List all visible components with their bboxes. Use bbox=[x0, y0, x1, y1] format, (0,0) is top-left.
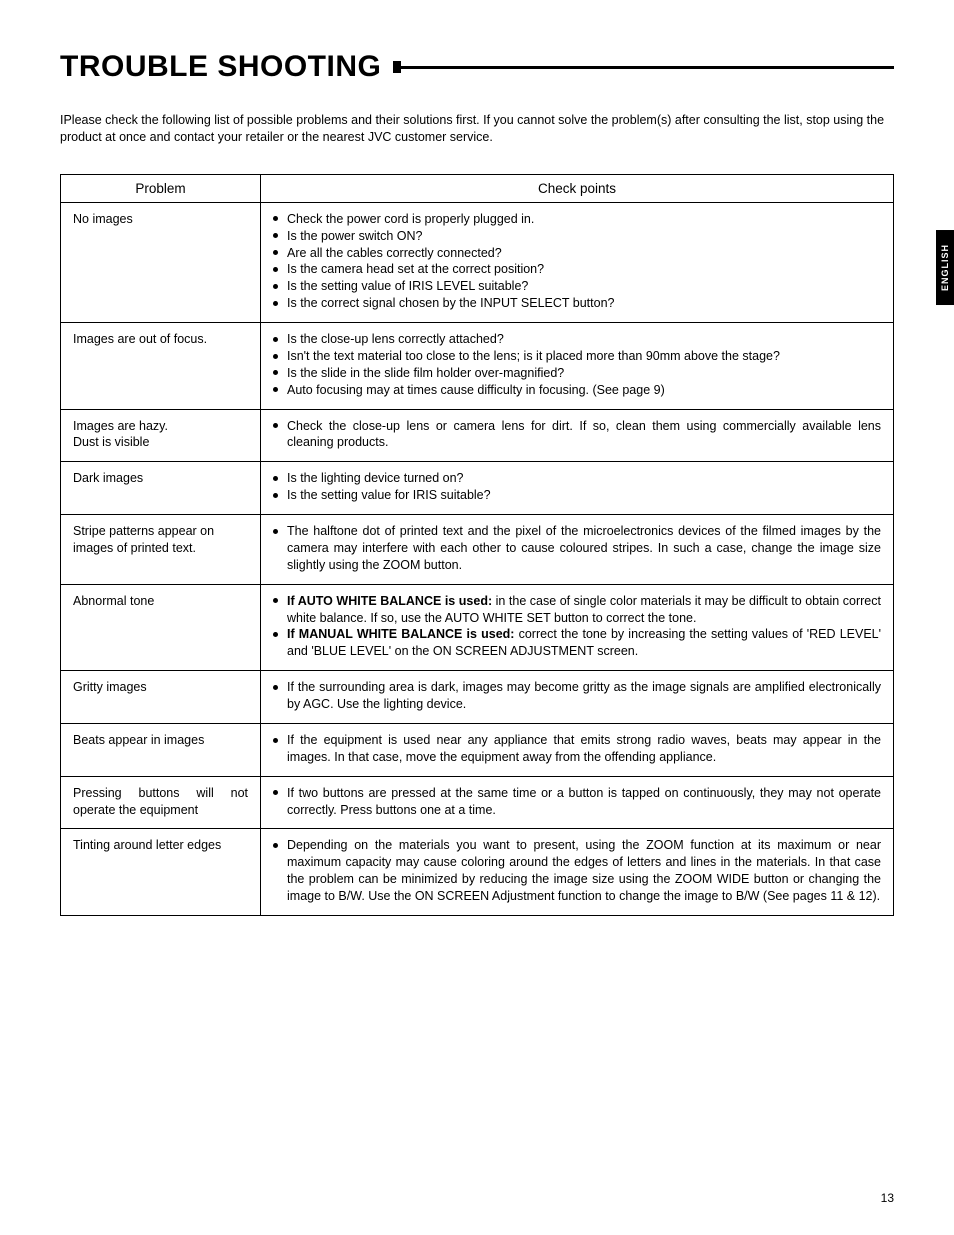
problem-cell: Abnormal tone bbox=[61, 584, 261, 671]
check-cell: If two buttons are pressed at the same t… bbox=[261, 776, 894, 829]
check-item: Is the correct signal chosen by the INPU… bbox=[273, 295, 881, 312]
check-list: The halftone dot of printed text and the… bbox=[273, 523, 881, 574]
title-rule-bar bbox=[401, 66, 894, 69]
check-cell: If AUTO WHITE BALANCE is used: in the ca… bbox=[261, 584, 894, 671]
problem-cell: Gritty images bbox=[61, 671, 261, 724]
check-cell: Depending on the materials you want to p… bbox=[261, 829, 894, 916]
table-row: Dark images Is the lighting device turne… bbox=[61, 462, 894, 515]
check-item: Auto focusing may at times cause difficu… bbox=[273, 382, 881, 399]
problem-cell: Stripe patterns appear on images of prin… bbox=[61, 515, 261, 585]
check-item: Is the setting value of IRIS LEVEL suita… bbox=[273, 278, 881, 295]
problem-cell: Pressing buttons will not operate the eq… bbox=[61, 776, 261, 829]
check-item: Is the lighting device turned on? bbox=[273, 470, 881, 487]
page-title: TROUBLE SHOOTING bbox=[60, 50, 381, 84]
table-row: Images are hazy. Dust is visible Check t… bbox=[61, 409, 894, 462]
check-list: Check the close-up lens or camera lens f… bbox=[273, 418, 881, 452]
check-list: Is the lighting device turned on? Is the… bbox=[273, 470, 881, 504]
table-row: Beats appear in images If the equipment … bbox=[61, 723, 894, 776]
problem-cell: No images bbox=[61, 202, 261, 322]
check-list: If the equipment is used near any applia… bbox=[273, 732, 881, 766]
check-item: If MANUAL WHITE BALANCE is used: correct… bbox=[273, 626, 881, 660]
check-item: Isn't the text material too close to the… bbox=[273, 348, 881, 365]
check-item: Check the power cord is properly plugged… bbox=[273, 211, 881, 228]
check-item: The halftone dot of printed text and the… bbox=[273, 523, 881, 574]
check-cell: The halftone dot of printed text and the… bbox=[261, 515, 894, 585]
check-list: Check the power cord is properly plugged… bbox=[273, 211, 881, 312]
check-cell: Check the close-up lens or camera lens f… bbox=[261, 409, 894, 462]
language-tab: ENGLISH bbox=[936, 230, 954, 305]
check-item: If AUTO WHITE BALANCE is used: in the ca… bbox=[273, 593, 881, 627]
check-item: Is the setting value for IRIS suitable? bbox=[273, 487, 881, 504]
table-row: Tinting around letter edges Depending on… bbox=[61, 829, 894, 916]
check-item: Depending on the materials you want to p… bbox=[273, 837, 881, 905]
check-list: If two buttons are pressed at the same t… bbox=[273, 785, 881, 819]
table-row: Gritty images If the surrounding area is… bbox=[61, 671, 894, 724]
check-list: Depending on the materials you want to p… bbox=[273, 837, 881, 905]
page-number: 13 bbox=[881, 1191, 894, 1205]
title-rule bbox=[393, 61, 894, 73]
table-row: Abnormal tone If AUTO WHITE BALANCE is u… bbox=[61, 584, 894, 671]
problem-cell: Tinting around letter edges bbox=[61, 829, 261, 916]
check-cell: Check the power cord is properly plugged… bbox=[261, 202, 894, 322]
problem-cell: Beats appear in images bbox=[61, 723, 261, 776]
problem-line: Dust is visible bbox=[73, 435, 149, 449]
table-row: No images Check the power cord is proper… bbox=[61, 202, 894, 322]
check-item-bold: If MANUAL WHITE BALANCE is used: bbox=[287, 627, 514, 641]
table-row: Images are out of focus. Is the close-up… bbox=[61, 323, 894, 410]
check-list: If AUTO WHITE BALANCE is used: in the ca… bbox=[273, 593, 881, 661]
check-cell: If the surrounding area is dark, images … bbox=[261, 671, 894, 724]
check-list: Is the close-up lens correctly attached?… bbox=[273, 331, 881, 399]
table-row: Stripe patterns appear on images of prin… bbox=[61, 515, 894, 585]
problem-line: Images are hazy. bbox=[73, 419, 168, 433]
check-item: Is the power switch ON? bbox=[273, 228, 881, 245]
problem-cell: Dark images bbox=[61, 462, 261, 515]
table-header-row: Problem Check points bbox=[61, 174, 894, 202]
check-cell: Is the close-up lens correctly attached?… bbox=[261, 323, 894, 410]
intro-paragraph: IPlease check the following list of poss… bbox=[60, 112, 894, 146]
check-item: Are all the cables correctly connected? bbox=[273, 245, 881, 262]
check-item: If two buttons are pressed at the same t… bbox=[273, 785, 881, 819]
check-item: Is the slide in the slide film holder ov… bbox=[273, 365, 881, 382]
check-item: Is the camera head set at the correct po… bbox=[273, 261, 881, 278]
problem-cell: Images are hazy. Dust is visible bbox=[61, 409, 261, 462]
check-cell: Is the lighting device turned on? Is the… bbox=[261, 462, 894, 515]
check-item-bold: If AUTO WHITE BALANCE is used: bbox=[287, 594, 492, 608]
check-item: Check the close-up lens or camera lens f… bbox=[273, 418, 881, 452]
header-problem: Problem bbox=[61, 174, 261, 202]
table-row: Pressing buttons will not operate the eq… bbox=[61, 776, 894, 829]
header-check: Check points bbox=[261, 174, 894, 202]
page-title-row: TROUBLE SHOOTING bbox=[60, 50, 894, 84]
check-item: If the surrounding area is dark, images … bbox=[273, 679, 881, 713]
check-item: If the equipment is used near any applia… bbox=[273, 732, 881, 766]
title-rule-tick bbox=[393, 61, 401, 73]
check-list: If the surrounding area is dark, images … bbox=[273, 679, 881, 713]
troubleshooting-table: Problem Check points No images Check the… bbox=[60, 174, 894, 916]
check-item: Is the close-up lens correctly attached? bbox=[273, 331, 881, 348]
problem-cell: Images are out of focus. bbox=[61, 323, 261, 410]
check-cell: If the equipment is used near any applia… bbox=[261, 723, 894, 776]
